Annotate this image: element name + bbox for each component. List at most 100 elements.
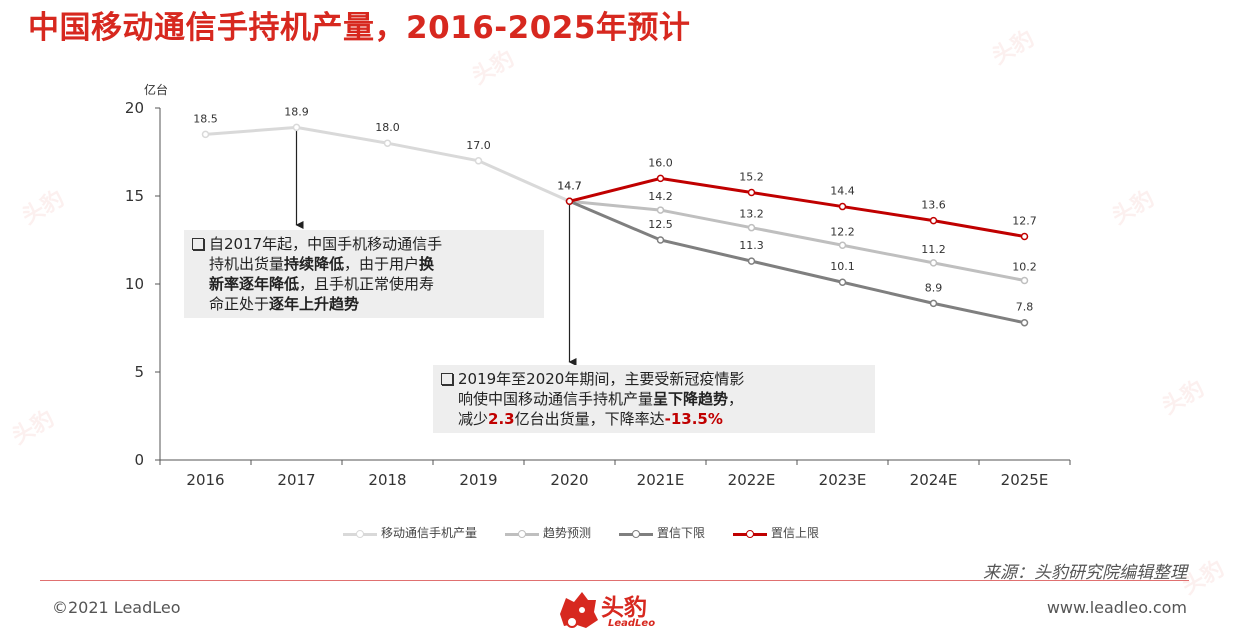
page-title: 中国移动通信手持机产量，2016-2025年预计: [28, 10, 691, 46]
data-label: 14.2: [648, 190, 673, 203]
legend-line-marker-icon: [619, 529, 654, 539]
data-label: 16.0: [648, 156, 673, 169]
legend-label: 置信上限: [771, 526, 820, 540]
y-tick-label: 20: [125, 99, 144, 117]
annotation-text: 呈下降趋势: [653, 390, 729, 408]
annotation-text: 换: [419, 255, 435, 273]
annotation-text: ，且手机正常使用寿: [299, 275, 435, 293]
annotation-text: 2019年至2020年期间，主要受新冠疫情影: [458, 370, 745, 388]
annotation-callout-2020: 2019年至2020年期间，主要受新冠疫情影 响使中国移动通信手持机产量呈下降趋势…: [433, 365, 875, 433]
y-unit-label: 亿台: [144, 82, 168, 97]
annotation-text: 亿台出货量，下降率达: [514, 410, 665, 428]
y-tick-label: 15: [125, 187, 144, 205]
annotation-text: 持机出货量: [209, 255, 285, 273]
x-tick-label: 2022E: [728, 471, 776, 489]
data-point: [656, 174, 665, 183]
logo-subtext: LeadLeo: [608, 618, 656, 629]
data-label: 11.2: [921, 243, 946, 256]
data-point: [929, 259, 938, 267]
data-label: 11.3: [739, 239, 764, 252]
annotation-text: 2.3: [488, 410, 515, 428]
checkbox-bullet-icon: [192, 238, 204, 250]
y-tick-label: 5: [134, 363, 144, 381]
leopard-head-icon: [560, 592, 598, 628]
annotation-text: 持续降低: [284, 255, 345, 273]
annotation-text: 逐年上升趋势: [269, 295, 360, 313]
data-label: 17.0: [466, 139, 491, 152]
legend-label: 置信下限: [657, 526, 706, 540]
annotation-text: 减少: [458, 410, 489, 428]
data-point: [565, 197, 574, 206]
data-point: [201, 130, 210, 139]
data-label: 10.1: [830, 260, 855, 273]
data-label: 7.8: [1016, 301, 1034, 314]
series-line: [568, 199, 1025, 325]
data-label: 13.2: [739, 208, 764, 221]
data-point: [1020, 232, 1029, 241]
data-label: 14.4: [830, 185, 855, 198]
line-chart: 亿台 0 5 10 15 20 2016 2017 2018 2019 2020 2021E 2022E…: [125, 82, 1071, 489]
data-label: 14.7: [557, 179, 582, 192]
data-point: [929, 216, 938, 225]
legend-label: 移动通信手机产量: [381, 526, 478, 540]
checkbox-bullet-icon: [441, 373, 453, 385]
data-point: [656, 206, 665, 214]
data-point: [474, 157, 483, 165]
series-line: [569, 176, 1025, 238]
data-label: 18.5: [193, 112, 218, 125]
legend-item: 置信上限: [733, 524, 819, 541]
x-tick-label: 2024E: [910, 471, 958, 489]
source-note: 来源：头豹研究院编辑整理: [983, 563, 1187, 583]
chart-axes: 亿台 0 5 10 15 20 2016 2017 2018 2019 2020 2021E 2022E…: [125, 82, 1071, 489]
x-tick-label: 2021E: [637, 471, 685, 489]
annotation-text: -13.5%: [664, 410, 723, 428]
annotation-text: 响使中国移动通信手持机产量: [458, 390, 654, 408]
x-tick-label: 2019: [459, 471, 497, 489]
annotation-text: 命正处于: [209, 295, 270, 313]
data-label: 12.2: [830, 225, 855, 238]
footer-divider: [40, 580, 1189, 581]
annotation-text: 新率逐年降低: [209, 275, 300, 293]
data-label: 12.7: [1012, 214, 1037, 227]
chart-legend: 移动通信手机产量 趋势预测 置信下限 置信上限: [343, 524, 847, 541]
data-label: 8.9: [925, 281, 943, 294]
data-point: [383, 139, 392, 147]
data-label: 10.2: [1012, 260, 1037, 273]
data-label: 18.0: [375, 121, 400, 134]
data-point: [292, 123, 301, 132]
data-point: [747, 188, 756, 197]
data-point: [838, 202, 847, 211]
data-point: [747, 257, 756, 265]
data-point: [1020, 318, 1029, 327]
series-layer: [201, 123, 1029, 327]
annotation-arrows: [295, 127, 577, 366]
y-tick-label: 0: [134, 451, 144, 469]
legend-line-marker-icon: [733, 529, 768, 539]
data-point: [1020, 276, 1029, 285]
x-tick-label: 2018: [368, 471, 406, 489]
series-line: [205, 125, 571, 203]
legend-item: 趋势预测: [505, 524, 591, 541]
data-point: [656, 236, 665, 244]
legend-line-marker-icon: [505, 529, 540, 539]
data-point: [929, 299, 938, 308]
copyright-text: ©2021 LeadLeo: [52, 598, 181, 617]
x-tick-label: 2016: [186, 471, 224, 489]
legend-item: 置信下限: [619, 524, 705, 541]
data-point: [747, 223, 756, 232]
legend-line-marker-icon: [343, 529, 377, 539]
annotation-text: ，: [728, 390, 744, 408]
x-tick-label: 2025E: [1001, 471, 1049, 489]
website-link[interactable]: www.leadleo.com: [1046, 598, 1187, 617]
y-tick-label: 10: [125, 275, 144, 293]
annotation-text: 自2017年起，中国手机移动通信手: [209, 235, 443, 253]
legend-item: 移动通信手机产量: [343, 524, 477, 541]
data-point: [838, 278, 847, 286]
data-label: 12.5: [648, 218, 673, 231]
x-tick-label: 2017: [277, 471, 315, 489]
data-labels: 18.5 18.9 18.0 17.0 14.7 14.2 13.2 12.2 11.2 10.2…: [193, 105, 1037, 313]
data-label: 15.2: [739, 170, 764, 183]
legend-label: 趋势预测: [543, 526, 592, 540]
leadleo-logo: 头豹 LeadLeo: [556, 588, 686, 634]
data-label: 13.6: [921, 199, 946, 212]
